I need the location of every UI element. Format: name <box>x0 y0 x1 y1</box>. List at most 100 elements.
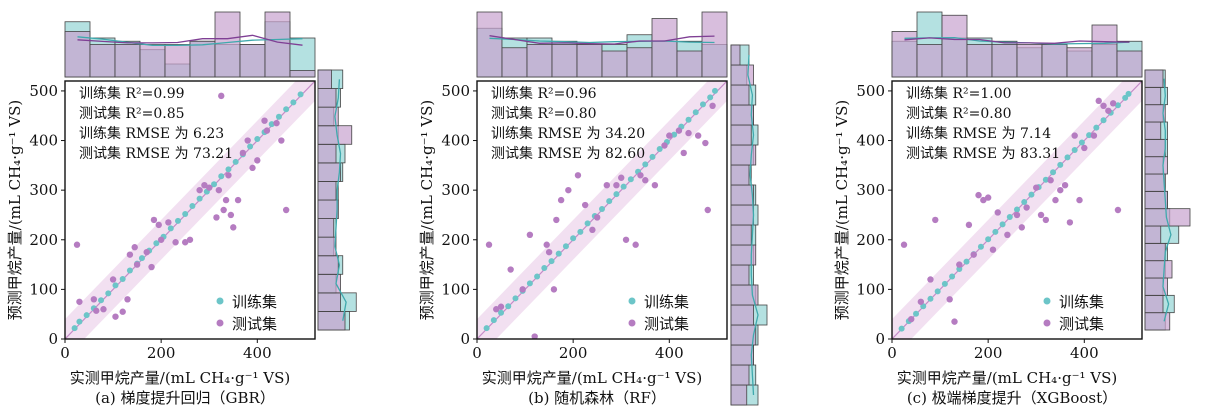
right-kde-train <box>747 54 759 396</box>
train-point <box>1086 132 1093 139</box>
right-hist-test-bar <box>1144 294 1164 314</box>
train-point <box>613 191 620 198</box>
test-point <box>165 219 172 226</box>
train-point <box>992 228 999 235</box>
metric-text: 训练集 R²=1.00 <box>906 85 1012 102</box>
train-point <box>498 309 505 316</box>
test-point <box>956 261 963 268</box>
x-tick-label: 200 <box>559 344 588 362</box>
train-point <box>174 217 181 224</box>
top-hist-test-bar <box>676 50 703 78</box>
test-point <box>282 206 290 214</box>
right-hist-test-bar <box>317 311 346 331</box>
test-point <box>263 127 271 134</box>
test-point <box>1095 97 1102 105</box>
test-point <box>1052 196 1059 204</box>
test-point <box>589 226 596 234</box>
train-point <box>1014 206 1020 213</box>
x-axis-label: 实测甲烷产量/(mL CH₄·g⁻¹ VS) <box>897 369 1117 387</box>
axes-frame <box>891 80 1143 340</box>
metric-text: 训练集 R²=0.99 <box>79 85 185 102</box>
right-hist-test-bar <box>317 199 339 219</box>
test-point <box>1033 184 1040 191</box>
test-point <box>493 306 500 313</box>
top-hist-test-bar <box>89 44 116 78</box>
test-point <box>172 239 179 246</box>
test-point <box>965 221 973 229</box>
test-point <box>278 137 285 144</box>
metric-text: 训练集 RMSE 为 7.14 <box>906 125 1051 142</box>
right-hist-test-bar <box>730 204 754 226</box>
y-tick-label: 500 <box>441 82 470 100</box>
test-point <box>186 236 194 243</box>
test-point <box>618 174 625 181</box>
legend-test-label: 测试集 <box>1059 315 1104 333</box>
y-tick-label: 300 <box>441 181 470 199</box>
train-point <box>999 221 1006 228</box>
train-point <box>153 240 160 247</box>
test-point <box>622 236 630 243</box>
test-point <box>220 206 227 214</box>
test-point <box>1013 211 1021 219</box>
test-point <box>227 211 235 219</box>
top-hist-test-bar <box>1041 44 1068 78</box>
test-point <box>497 303 505 310</box>
train-point <box>483 325 490 332</box>
test-point <box>1061 181 1069 189</box>
test-point <box>975 191 982 199</box>
top-hist-test-bar <box>966 44 993 78</box>
right-hist-test-bar <box>1144 104 1166 123</box>
train-point <box>526 280 533 287</box>
train-point <box>138 255 145 262</box>
top-hist-test-bar <box>1091 24 1118 78</box>
train-point <box>254 136 261 143</box>
test-point <box>545 248 553 256</box>
test-point <box>261 117 268 124</box>
right-hist-test-bar <box>730 184 754 206</box>
test-point <box>702 139 709 147</box>
legend-test-label: 测试集 <box>232 315 277 333</box>
test-point <box>126 251 134 258</box>
test-point <box>157 236 165 243</box>
test-point <box>215 186 223 194</box>
test-point <box>709 102 716 110</box>
top-hist-test-bar <box>189 40 216 78</box>
train-point <box>620 183 627 190</box>
test-point <box>694 132 702 139</box>
train-point <box>656 145 663 152</box>
test-point <box>143 248 150 256</box>
test-point <box>632 241 639 248</box>
train-point <box>913 310 920 317</box>
test-point <box>234 196 242 204</box>
metric-text: 测试集 RMSE 为 83.31 <box>906 145 1060 162</box>
test-point <box>1071 132 1078 139</box>
legend-test-label: 测试集 <box>644 315 689 333</box>
panel-gbr: 0 200 400 0 100 200 300 400 500 实测甲烷产量/(mL CH₄·g⁻… <box>6 11 357 407</box>
test-point <box>613 181 620 189</box>
train-point <box>956 266 963 273</box>
test-point <box>230 224 237 231</box>
test-point <box>685 129 692 137</box>
test-point <box>485 241 493 248</box>
train-point <box>126 267 133 274</box>
top-hist-test-bar <box>916 44 943 78</box>
top-hist-test-bar <box>239 44 266 78</box>
train-point <box>1028 191 1035 198</box>
top-hist-test-bar <box>501 47 528 78</box>
top-hist-test-bar <box>551 44 578 78</box>
top-hist-test-bar <box>601 50 628 78</box>
test-point <box>637 172 644 179</box>
train-point <box>941 280 948 287</box>
train-point <box>1093 124 1100 131</box>
train-point <box>196 195 203 202</box>
train-point <box>83 312 90 319</box>
y-tick-label: 0 <box>460 330 470 348</box>
train-point <box>1078 139 1085 146</box>
top-hist-test-bar <box>264 11 291 78</box>
train-point <box>1071 146 1078 153</box>
metric-text: 测试集 R²=0.80 <box>491 105 597 122</box>
top-hist-test-bar <box>941 14 968 78</box>
right-hist-test-bar <box>317 88 337 108</box>
top-hist-test-bar <box>626 47 653 78</box>
